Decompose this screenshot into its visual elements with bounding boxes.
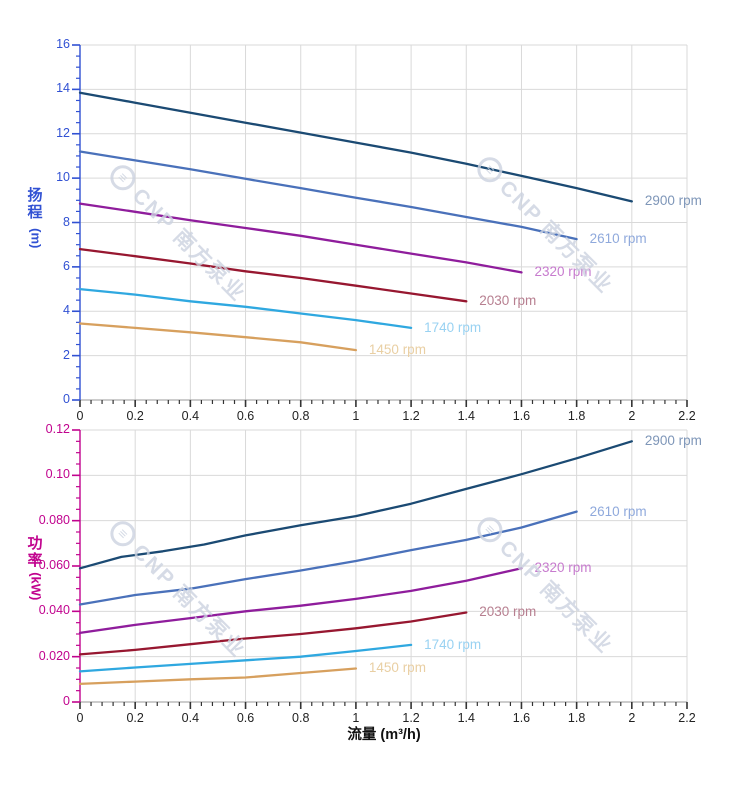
curve-1740-rpm-power-vs-flow: [78, 643, 413, 673]
curve-2610-rpm-power-vs-flow: [78, 510, 578, 606]
curve-1740-rpm-head-vs-flow: [78, 287, 413, 330]
curve-2030-rpm-power-vs-flow: [78, 611, 468, 656]
curve-2900-rpm-power-vs-flow: [78, 440, 633, 570]
curve-2320-rpm-power-vs-flow: [78, 567, 523, 635]
curve-2610-rpm-head-vs-flow: [78, 150, 578, 241]
curve-1450-rpm-power-vs-flow: [78, 667, 358, 686]
curve-2900-rpm-head-vs-flow: [78, 91, 633, 203]
curve-1450-rpm-head-vs-flow: [78, 322, 358, 352]
curve-2030-rpm-head-vs-flow: [78, 247, 468, 303]
curve-2320-rpm-head-vs-flow: [78, 202, 523, 274]
